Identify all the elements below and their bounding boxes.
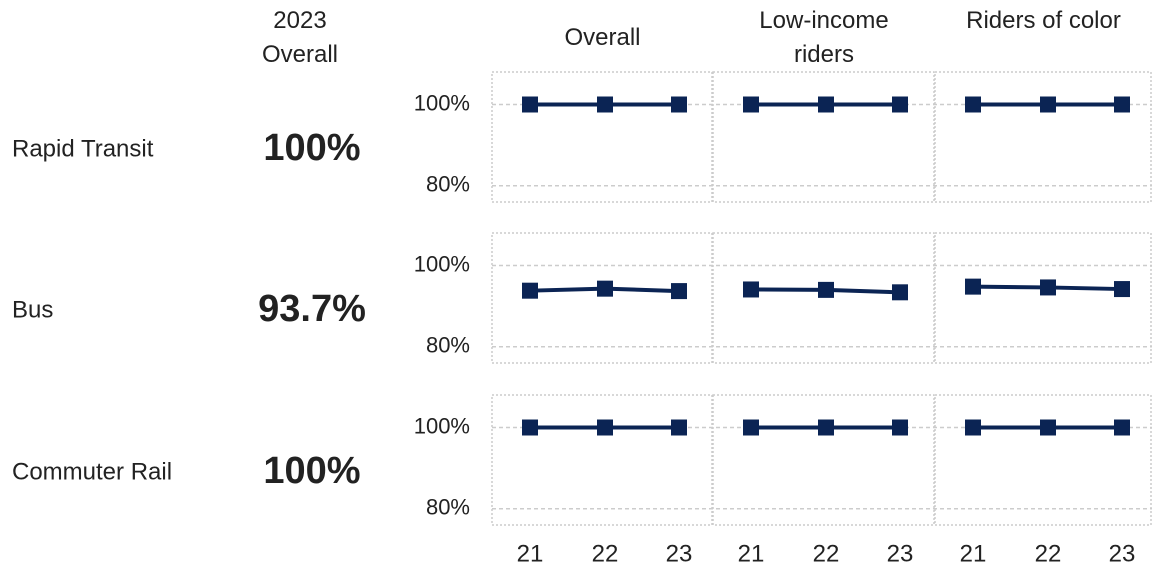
point-marker [743,281,759,298]
point-marker [965,278,981,295]
panel-frame [712,71,935,203]
panel-frame [934,71,1152,203]
point-marker [671,283,687,300]
x-tick-label: 22 [813,540,840,567]
panel-frame [934,394,1152,526]
column-header: Low-income riders [759,7,889,68]
x-tick-label: 22 [592,540,619,567]
point-marker [892,284,908,301]
row-label: Commuter Rail [12,458,172,485]
row-label: Bus [12,296,53,323]
point-marker [1040,96,1056,113]
summary-value: 100% [263,127,360,169]
point-marker [522,419,538,436]
summary-title: 2023 Overall [261,7,339,68]
x-tick-label: 21 [738,540,765,567]
point-marker [892,419,908,436]
point-marker [1114,281,1130,298]
x-tick-label: 21 [960,540,987,567]
point-marker [671,96,687,113]
point-marker [818,419,834,436]
point-marker [1114,96,1130,113]
panel-frame [934,232,1152,364]
panel-frame [491,71,713,203]
panel-frame [712,394,935,526]
y-tick-label: 100% [414,251,470,276]
x-tick-label: 23 [1109,540,1136,567]
y-tick-label: 80% [426,172,470,197]
point-marker [671,419,687,436]
y-tick-label: 100% [414,413,470,438]
point-marker [818,281,834,298]
point-marker [965,419,981,436]
point-marker [597,280,613,297]
y-tick-label: 80% [426,333,470,358]
point-marker [597,419,613,436]
x-tick-label: 22 [1035,540,1062,567]
x-tick-label: 21 [517,540,544,567]
point-marker [597,96,613,113]
panel-frame [712,232,935,364]
x-tick-label: 23 [666,540,693,567]
y-tick-label: 80% [426,495,470,520]
summary-value: 100% [263,450,360,492]
y-tick-label: 100% [414,90,470,115]
x-tick-label: 23 [887,540,914,567]
point-marker [818,96,834,113]
panel-frame [491,232,713,364]
point-marker [892,96,908,113]
panel-frame [491,394,713,526]
summary-value: 93.7% [258,288,366,330]
point-marker [522,282,538,299]
point-marker [743,419,759,436]
column-header: Overall [564,24,641,51]
column-header: Riders of color [966,7,1121,34]
point-marker [522,96,538,113]
row-label: Rapid Transit [12,135,154,162]
point-marker [743,96,759,113]
point-marker [1040,419,1056,436]
point-marker [1114,419,1130,436]
point-marker [965,96,981,113]
point-marker [1040,279,1056,296]
